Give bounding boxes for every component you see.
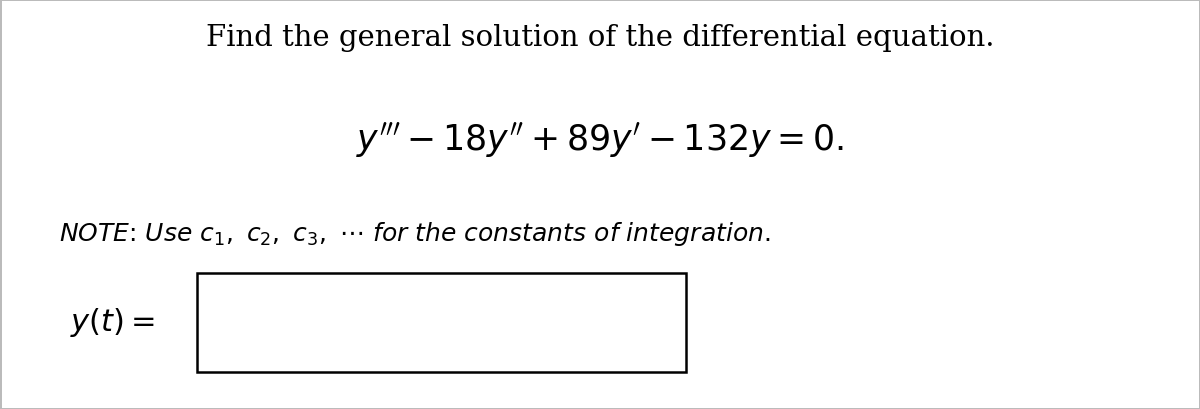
Text: $y''' - 18y'' + 89y' - 132y = 0.$: $y''' - 18y'' + 89y' - 132y = 0.$ <box>356 120 844 160</box>
Text: $\mathit{NOTE}$: $\mathit{Use}\ \mathit{c}_{1},\ \mathit{c}_{2},\ \mathit{c}_{3}: $\mathit{NOTE}$: $\mathit{Use}\ \mathit{… <box>59 220 770 248</box>
Text: $y(t) =$: $y(t) =$ <box>70 305 155 338</box>
Text: Find the general solution of the differential equation.: Find the general solution of the differe… <box>205 24 995 52</box>
FancyBboxPatch shape <box>197 274 686 372</box>
